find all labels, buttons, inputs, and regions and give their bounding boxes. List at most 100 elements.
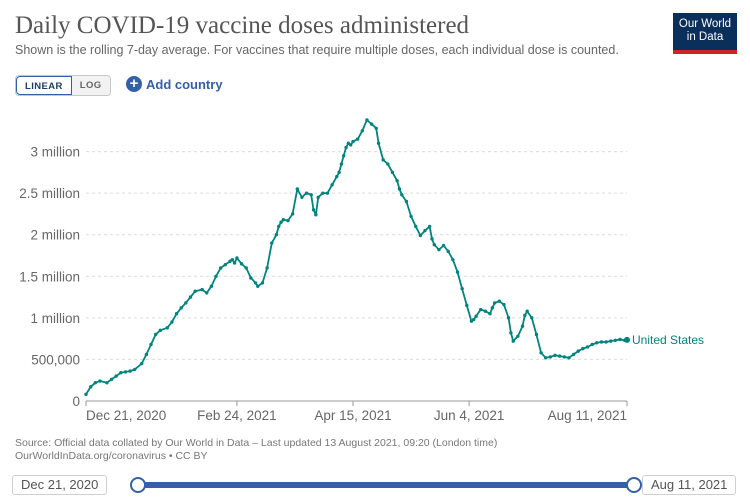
data-point <box>337 170 341 175</box>
data-point <box>548 355 553 359</box>
data-point <box>516 334 520 338</box>
timeline-start-handle[interactable] <box>130 477 146 493</box>
data-point <box>339 162 344 166</box>
data-point <box>609 339 613 343</box>
data-point <box>404 199 409 204</box>
x-tick-label: Apr 15, 2021 <box>314 408 391 423</box>
data-point <box>386 162 390 166</box>
data-point <box>497 299 501 303</box>
add-country-label: Add country <box>146 76 223 92</box>
data-point <box>427 224 432 229</box>
data-point <box>365 118 369 122</box>
logo-line-2: in Data <box>686 31 724 43</box>
add-country-button[interactable]: + Add country <box>126 76 223 92</box>
data-point <box>300 195 304 199</box>
data-point <box>277 224 281 229</box>
data-point <box>158 328 163 333</box>
plus-icon: + <box>126 76 142 92</box>
data-point <box>205 291 209 295</box>
data-point <box>98 379 102 383</box>
data-point <box>214 274 218 278</box>
data-point <box>567 356 571 360</box>
data-point <box>488 312 492 316</box>
data-point <box>539 351 543 355</box>
log-scale-button[interactable]: LOG <box>71 76 110 95</box>
data-point <box>88 385 93 389</box>
data-point <box>474 314 478 318</box>
data-point <box>525 309 529 313</box>
y-tick-label: 0 <box>72 394 80 409</box>
data-point <box>430 237 434 241</box>
y-tick-label: 1.5 million <box>19 269 80 284</box>
chart-title: Daily COVID-19 vaccine doses administere… <box>15 12 470 39</box>
linear-scale-button[interactable]: LINEAR <box>16 76 72 95</box>
line-chart[interactable]: 0 500,000 1 million 1.5 million 2 million 2.5… <box>0 100 750 430</box>
timeline-end-date[interactable]: Aug 11, 2021 <box>642 475 737 495</box>
data-point <box>381 158 385 162</box>
data-point <box>530 316 534 320</box>
source-line: Source: Official data collated by Our Wo… <box>15 437 498 449</box>
data-point <box>595 341 599 345</box>
data-point <box>483 309 488 313</box>
data-point <box>140 361 144 366</box>
data-point <box>351 139 355 144</box>
logo-line-1: Our World <box>678 18 732 30</box>
data-point <box>279 220 283 224</box>
data-point <box>249 276 253 280</box>
x-tick-label: Aug 11, 2021 <box>548 408 627 423</box>
data-point <box>123 370 128 374</box>
data-point <box>309 193 313 197</box>
data-point <box>260 281 265 285</box>
data-point <box>576 349 580 353</box>
series-label: United States <box>632 333 704 347</box>
y-tick-label: 3 million <box>30 145 80 160</box>
data-point <box>209 284 214 288</box>
data-point <box>314 213 318 217</box>
timeline-start-date[interactable]: Dec 21, 2020 <box>12 475 108 495</box>
data-point <box>311 208 316 212</box>
data-point <box>472 317 476 322</box>
data-point <box>304 191 309 195</box>
data-point <box>232 261 237 265</box>
timeline-end-handle[interactable] <box>626 477 642 493</box>
data-point <box>618 337 622 342</box>
data-point <box>418 233 423 238</box>
data-point <box>256 284 260 288</box>
data-point <box>174 312 179 316</box>
chart-subtitle: Shown is the rolling 7-day average. For … <box>15 43 619 57</box>
data-point <box>188 295 193 299</box>
data-point <box>128 369 132 373</box>
data-point <box>355 137 360 141</box>
data-point <box>376 141 381 145</box>
data-point <box>265 266 269 270</box>
data-point <box>253 281 258 285</box>
data-point <box>585 345 590 349</box>
data-point <box>455 270 460 274</box>
data-point <box>506 316 511 320</box>
data-point <box>613 338 618 343</box>
data-point <box>235 256 239 260</box>
data-point <box>281 218 286 222</box>
data-point <box>414 224 418 229</box>
source-link[interactable]: OurWorldInData.org/coronavirus • CC BY <box>15 449 208 462</box>
data-point <box>465 303 469 308</box>
data-point <box>562 355 567 359</box>
data-point <box>295 187 299 191</box>
x-tick-label: Jun 4, 2021 <box>434 408 505 423</box>
data-point <box>520 324 525 328</box>
y-tick-label: 2.5 million <box>19 186 80 201</box>
data-point <box>193 289 197 293</box>
timeline: Dec 21, 2020 Aug 11, 2021 <box>0 470 750 498</box>
data-point <box>509 331 513 335</box>
data-point <box>446 249 450 254</box>
scale-toggle: LINEAR LOG <box>15 75 111 96</box>
series-end-marker <box>624 336 630 343</box>
data-point <box>553 353 557 357</box>
x-tick-label: Feb 24, 2021 <box>197 408 277 423</box>
timeline-track[interactable] <box>137 482 633 488</box>
data-point <box>244 266 248 270</box>
data-point <box>502 302 506 307</box>
data-point <box>316 195 320 199</box>
owid-logo[interactable]: Our World in Data <box>673 13 737 54</box>
series-line-united-states <box>85 119 628 395</box>
